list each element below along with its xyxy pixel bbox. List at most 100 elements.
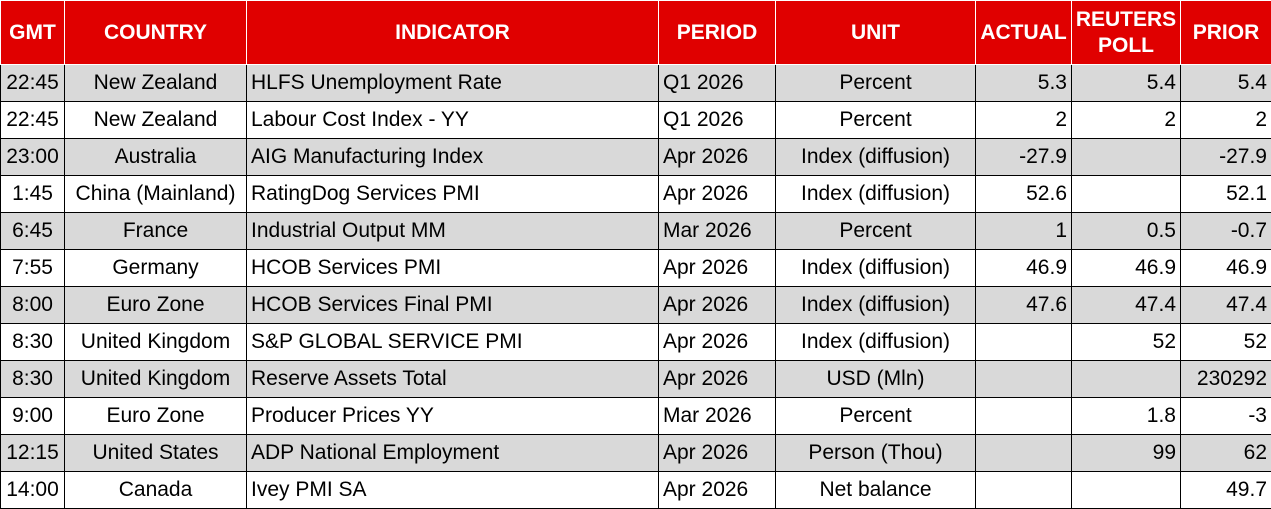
cell-country: Euro Zone (65, 398, 247, 435)
cell-actual: 52.6 (976, 176, 1072, 213)
cell-indicator: HLFS Unemployment Rate (247, 65, 659, 102)
header-actual: ACTUAL (976, 1, 1072, 65)
cell-country: United Kingdom (65, 361, 247, 398)
cell-country: France (65, 213, 247, 250)
cell-gmt: 9:00 (1, 398, 65, 435)
cell-prior: 2 (1181, 102, 1271, 139)
cell-reuters-poll: 46.9 (1072, 250, 1181, 287)
cell-actual: 5.3 (976, 65, 1072, 102)
cell-country: Canada (65, 472, 247, 509)
cell-prior: 47.4 (1181, 287, 1271, 324)
cell-unit: Index (diffusion) (776, 176, 976, 213)
cell-unit: Index (diffusion) (776, 250, 976, 287)
cell-prior: -3 (1181, 398, 1271, 435)
cell-period: Q1 2026 (659, 65, 776, 102)
header-country: COUNTRY (65, 1, 247, 65)
cell-actual: 1 (976, 213, 1072, 250)
cell-gmt: 8:30 (1, 324, 65, 361)
cell-unit: USD (Mln) (776, 361, 976, 398)
cell-indicator: ADP National Employment (247, 435, 659, 472)
header-unit: UNIT (776, 1, 976, 65)
cell-prior: -27.9 (1181, 139, 1271, 176)
cell-reuters-poll: 52 (1072, 324, 1181, 361)
cell-country: United Kingdom (65, 324, 247, 361)
cell-indicator: HCOB Services PMI (247, 250, 659, 287)
cell-reuters-poll: 2 (1072, 102, 1181, 139)
cell-unit: Person (Thou) (776, 435, 976, 472)
cell-unit: Index (diffusion) (776, 324, 976, 361)
cell-actual (976, 472, 1072, 509)
cell-period: Apr 2026 (659, 472, 776, 509)
cell-unit: Net balance (776, 472, 976, 509)
cell-reuters-poll (1072, 139, 1181, 176)
cell-indicator: Industrial Output MM (247, 213, 659, 250)
cell-actual: 46.9 (976, 250, 1072, 287)
cell-actual (976, 361, 1072, 398)
cell-reuters-poll (1072, 472, 1181, 509)
cell-indicator: Producer Prices YY (247, 398, 659, 435)
cell-period: Apr 2026 (659, 176, 776, 213)
cell-unit: Percent (776, 65, 976, 102)
cell-prior: 49.7 (1181, 472, 1271, 509)
cell-country: United States (65, 435, 247, 472)
cell-country: New Zealand (65, 65, 247, 102)
cell-reuters-poll (1072, 361, 1181, 398)
cell-prior: 46.9 (1181, 250, 1271, 287)
cell-unit: Percent (776, 398, 976, 435)
cell-prior: 52.1 (1181, 176, 1271, 213)
cell-gmt: 1:45 (1, 176, 65, 213)
cell-gmt: 12:15 (1, 435, 65, 472)
cell-reuters-poll: 0.5 (1072, 213, 1181, 250)
cell-reuters-poll (1072, 176, 1181, 213)
cell-indicator: RatingDog Services PMI (247, 176, 659, 213)
cell-prior: -0.7 (1181, 213, 1271, 250)
cell-gmt: 8:00 (1, 287, 65, 324)
cell-period: Q1 2026 (659, 102, 776, 139)
cell-period: Mar 2026 (659, 398, 776, 435)
cell-reuters-poll: 47.4 (1072, 287, 1181, 324)
cell-indicator: Ivey PMI SA (247, 472, 659, 509)
table-header: GMT COUNTRY INDICATOR PERIOD UNIT ACTUAL… (1, 1, 1271, 65)
cell-country: Germany (65, 250, 247, 287)
cell-unit: Index (diffusion) (776, 139, 976, 176)
cell-period: Apr 2026 (659, 361, 776, 398)
cell-unit: Percent (776, 213, 976, 250)
cell-reuters-poll: 99 (1072, 435, 1181, 472)
cell-actual: 2 (976, 102, 1072, 139)
header-prior: PRIOR (1181, 1, 1271, 65)
cell-country: Australia (65, 139, 247, 176)
cell-period: Mar 2026 (659, 213, 776, 250)
cell-unit: Index (diffusion) (776, 287, 976, 324)
cell-actual (976, 435, 1072, 472)
cell-prior: 52 (1181, 324, 1271, 361)
cell-reuters-poll: 5.4 (1072, 65, 1181, 102)
cell-prior: 5.4 (1181, 65, 1271, 102)
cell-period: Apr 2026 (659, 287, 776, 324)
cell-prior: 62 (1181, 435, 1271, 472)
cell-period: Apr 2026 (659, 324, 776, 361)
cell-gmt: 23:00 (1, 139, 65, 176)
header-reuters-poll: REUTERS POLL (1072, 1, 1181, 65)
cell-actual: 47.6 (976, 287, 1072, 324)
cell-unit: Percent (776, 102, 976, 139)
cell-gmt: 22:45 (1, 102, 65, 139)
header-gmt: GMT (1, 1, 65, 65)
cell-actual (976, 324, 1072, 361)
cell-country: Euro Zone (65, 287, 247, 324)
cell-indicator: S&P GLOBAL SERVICE PMI (247, 324, 659, 361)
cell-period: Apr 2026 (659, 139, 776, 176)
cell-gmt: 7:55 (1, 250, 65, 287)
